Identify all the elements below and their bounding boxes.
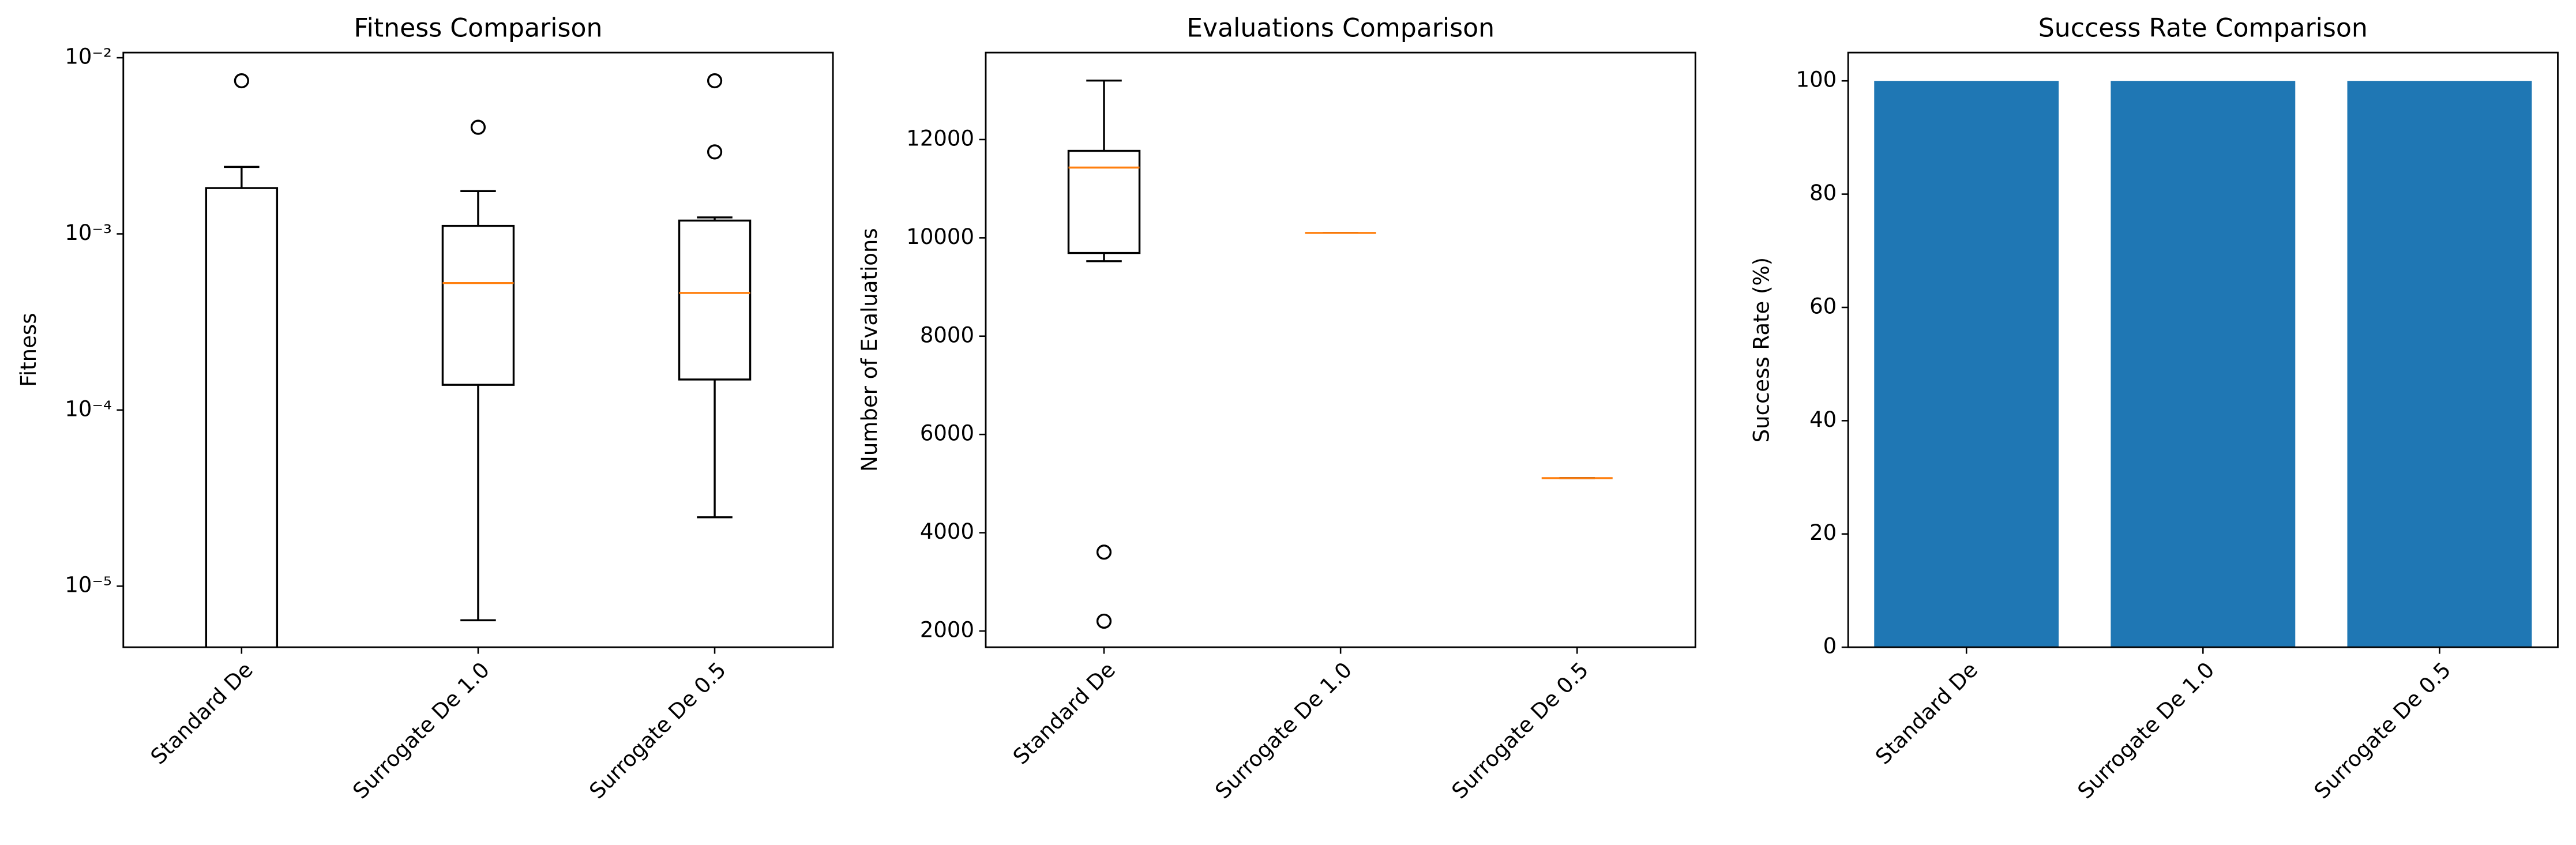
axes-frame: [122, 51, 834, 648]
flier: [1096, 544, 1112, 560]
y-tick-label: 10⁻⁵: [65, 573, 111, 598]
y-tick-label: 20: [1809, 520, 1837, 545]
box: [441, 224, 515, 386]
y-tick-label: 40: [1809, 407, 1837, 432]
y-tick-label: 80: [1809, 181, 1837, 205]
y-tick-label: 0: [1823, 634, 1837, 659]
axes-frame: [985, 51, 1696, 648]
flier: [1096, 613, 1112, 629]
y-tick-label: 4000: [920, 519, 974, 544]
box: [678, 219, 752, 381]
bar: [1874, 81, 2059, 648]
box: [1067, 149, 1141, 254]
y-axis-label: Fitness: [16, 313, 41, 387]
y-tick-label: 8000: [920, 322, 974, 347]
y-tick-label: 6000: [920, 421, 974, 446]
y-tick-label: 10⁻⁴: [65, 396, 111, 421]
flier: [707, 144, 723, 160]
box: [205, 187, 279, 648]
plot-area: [205, 73, 752, 648]
y-tick-label: 2000: [920, 617, 974, 642]
chart-title: Fitness Comparison: [354, 13, 602, 43]
y-tick-label: 60: [1809, 294, 1837, 318]
plot-area: [1874, 81, 2532, 648]
y-tick-label: 10⁻²: [65, 44, 111, 69]
chart-title: Success Rate Comparison: [2038, 13, 2368, 43]
y-tick-label: 10⁻³: [65, 220, 111, 245]
plot-area: [1067, 79, 1613, 629]
bar: [2347, 81, 2532, 648]
y-tick-label: 10000: [906, 224, 974, 249]
bar: [2111, 81, 2296, 648]
y-axis-label: Success Rate (%): [1749, 257, 1774, 442]
flier: [707, 73, 723, 89]
axes-frame: [1847, 51, 2559, 648]
flier: [470, 119, 486, 135]
y-tick-label: 100: [1796, 67, 1837, 92]
y-tick-label: 12000: [906, 126, 974, 151]
flier: [234, 73, 249, 89]
chart-title: Evaluations Comparison: [1186, 13, 1494, 43]
y-axis-label: Number of Evaluations: [857, 228, 882, 472]
